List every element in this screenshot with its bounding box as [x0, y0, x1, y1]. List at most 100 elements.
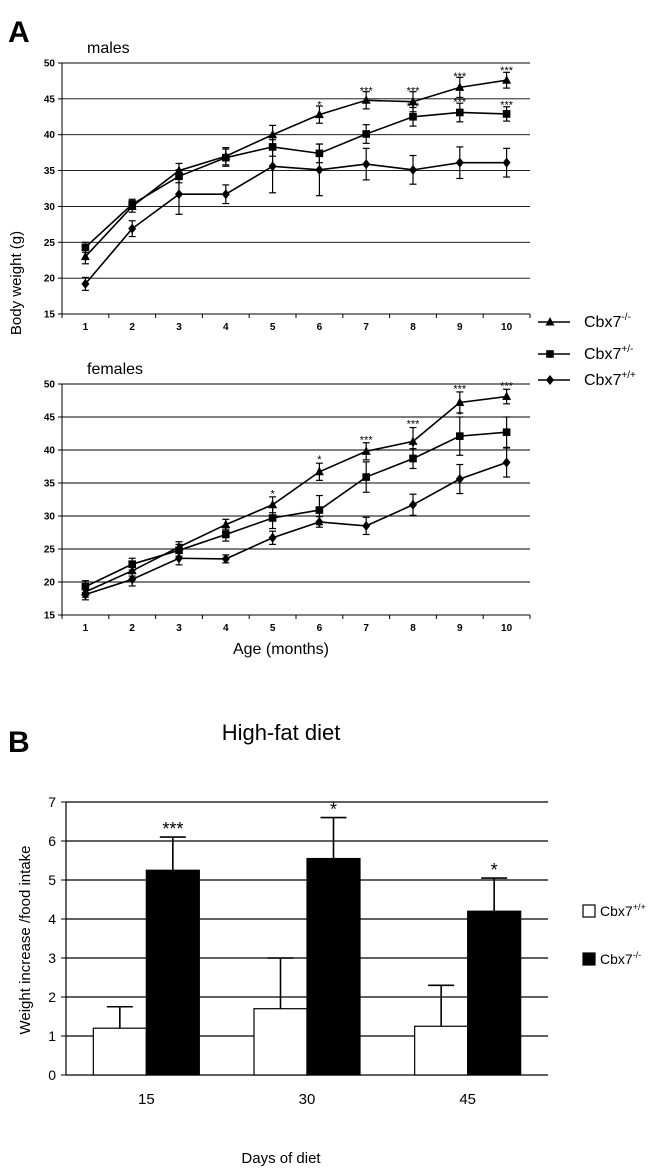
x-tick-label: 15: [138, 1091, 155, 1108]
significance-mark: *: [330, 800, 337, 820]
series-triangle: [80, 388, 512, 598]
significance-mark: ***: [162, 819, 183, 839]
y-tick-label: 20: [44, 578, 56, 589]
y-tick-label: 0: [48, 1067, 56, 1083]
y-tick-label: 4: [48, 911, 56, 927]
y-tick-label: 50: [44, 380, 56, 391]
x-tick-label: 2: [129, 322, 135, 333]
legend-item-square: Cbx7+/-: [538, 344, 633, 363]
data-point: [81, 278, 90, 289]
bar-15-0: [92, 1027, 147, 1076]
data-point: [222, 530, 230, 539]
panel-a-letter: A: [8, 16, 30, 49]
y-tick-label: 6: [48, 833, 56, 849]
data-point: [362, 473, 370, 481]
series-square: [81, 416, 511, 594]
x-tick-label: 9: [457, 623, 463, 634]
y-tick-label: 3: [48, 950, 56, 966]
data-point: [268, 499, 278, 509]
data-point: [502, 391, 512, 401]
legend-superscript: -/-: [633, 950, 642, 960]
x-tick-label: 4: [223, 322, 229, 333]
panel-a-ylabel: Body weight (g): [8, 231, 25, 335]
significance-mark: ***: [360, 434, 374, 446]
series-line: [84, 161, 507, 285]
data-point: [362, 159, 371, 170]
x-tick-label: 5: [270, 623, 276, 634]
panel-a-xlabel: Age (months): [233, 641, 329, 658]
bar-30-1: [306, 857, 361, 1076]
data-point: [314, 466, 324, 476]
series-line: [85, 431, 507, 588]
x-tick-label: 30: [299, 1091, 316, 1108]
data-point: [361, 95, 371, 104]
data-point: [502, 110, 511, 118]
legend-label: Cbx7-/-: [584, 312, 631, 331]
x-axis-label: Days of diet: [241, 1150, 321, 1167]
y-tick-label: 7: [48, 794, 56, 810]
legend-marker: [546, 375, 554, 385]
chart-title: High-fat diet: [222, 720, 341, 745]
data-point: [455, 397, 465, 406]
y-tick-label: 2: [48, 989, 56, 1005]
y-tick-label: 30: [44, 512, 56, 523]
data-point: [268, 514, 277, 522]
data-point: [222, 153, 230, 162]
x-tick-label: 7: [363, 322, 369, 333]
data-point: [456, 432, 464, 440]
data-point: [502, 428, 511, 436]
x-tick-label: 5: [270, 322, 276, 333]
legend-item-bar-0: Cbx7+/+: [582, 902, 646, 919]
bar-45-0: [414, 1025, 469, 1076]
y-tick-label: 50: [44, 59, 56, 70]
series-line: [84, 111, 507, 248]
legend-genotype-bars: Cbx7+/+ Cbx7-/-: [582, 902, 646, 967]
data-point: [315, 164, 324, 175]
legend-swatch: [582, 904, 596, 918]
x-tick-label: 8: [410, 623, 416, 634]
series-diamond: [81, 447, 511, 601]
legend-label: Cbx7+/+: [584, 370, 636, 389]
y-tick-label: 35: [44, 166, 56, 177]
data-point: [409, 112, 417, 121]
significance-mark: ***: [453, 384, 467, 396]
data-point: [362, 520, 371, 531]
series-diamond: [81, 139, 511, 291]
data-point: [314, 109, 324, 119]
x-tick-label: 9: [457, 322, 463, 333]
x-tick-label: 4: [223, 623, 229, 634]
data-point: [409, 454, 417, 463]
chart-title: females: [87, 361, 143, 378]
data-point: [81, 582, 90, 591]
y-tick-label: 40: [44, 446, 56, 457]
significance-mark: *: [317, 100, 322, 112]
y-tick-label: 15: [44, 611, 56, 622]
data-point: [502, 157, 511, 168]
legend-marker: [546, 350, 554, 358]
legend-label: Cbx7+/-: [584, 344, 633, 363]
series-line: [85, 461, 507, 596]
data-point: [409, 164, 417, 175]
significance-mark: ***: [500, 380, 514, 392]
significance-mark: ***: [453, 71, 467, 83]
legend-superscript: +/-: [621, 344, 633, 355]
y-axis-label: Weight increase /food intake: [17, 845, 34, 1034]
significance-mark: *: [411, 441, 416, 453]
data-point: [128, 200, 136, 209]
data-point: [502, 457, 511, 468]
y-tick-label: 35: [44, 479, 56, 490]
legend-genotype-lines: Cbx7-/- Cbx7+/- Cbx7+/+: [538, 312, 636, 389]
x-tick-label: 10: [501, 623, 513, 634]
data-point: [409, 499, 417, 510]
panel-b-letter: B: [8, 726, 30, 759]
data-point: [455, 82, 465, 91]
x-tick-label: 1: [83, 322, 89, 333]
legend-label: Cbx7+/+: [600, 902, 646, 919]
y-tick-label: 25: [44, 545, 56, 556]
data-point: [175, 553, 183, 564]
significance-mark: ***: [453, 97, 467, 109]
significance-mark: *: [270, 489, 275, 501]
data-point: [175, 189, 183, 200]
